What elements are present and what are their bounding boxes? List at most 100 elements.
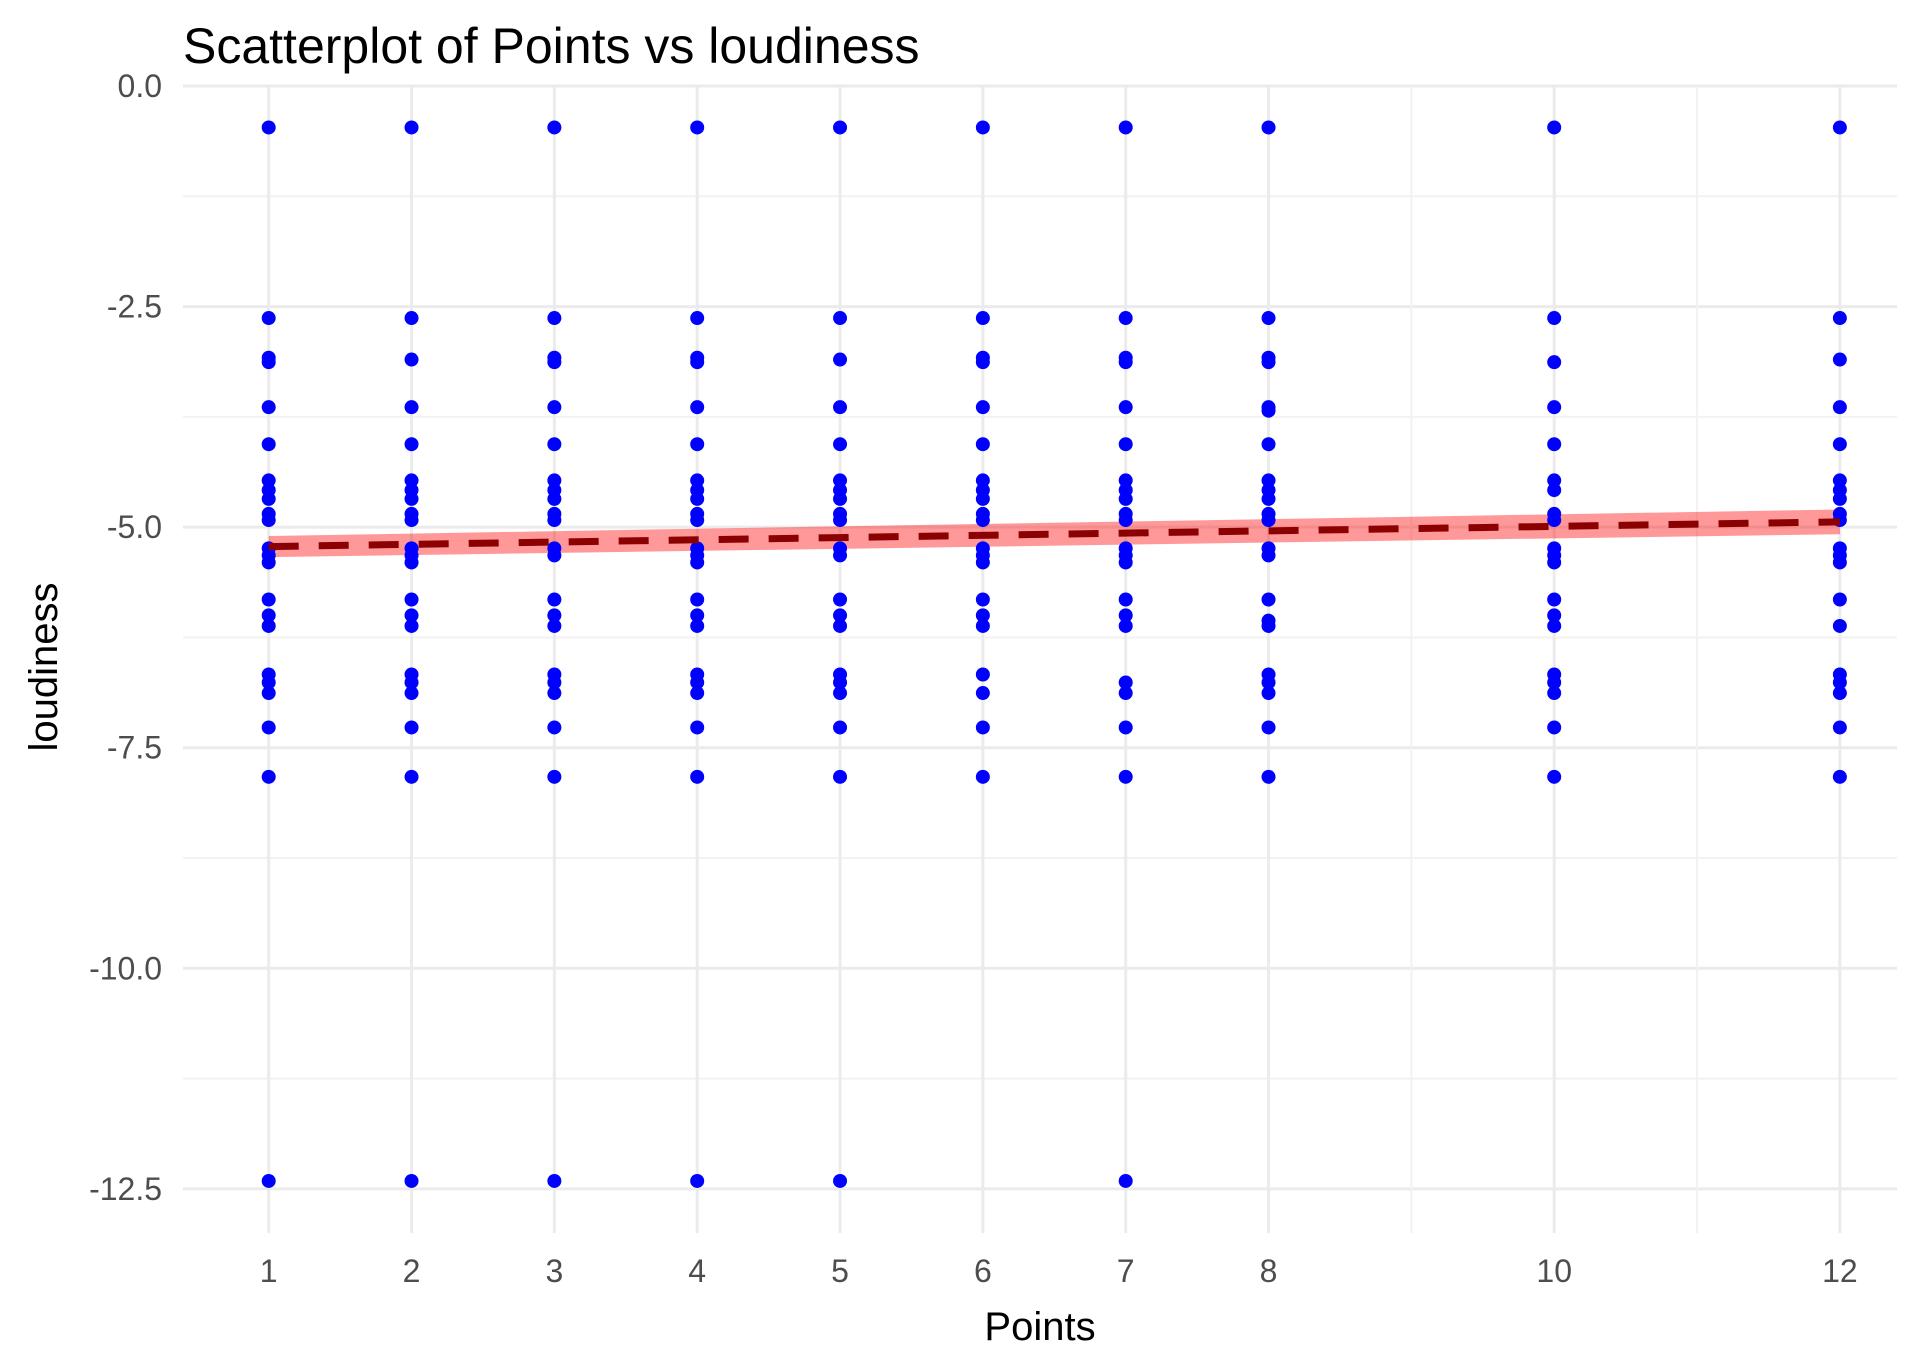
scatter-points (261, 120, 1847, 1188)
data-point (1547, 769, 1562, 784)
data-point (1547, 513, 1562, 528)
data-point (547, 686, 562, 701)
data-point (1547, 618, 1562, 633)
data-point (261, 120, 276, 135)
confidence-band-layer (268, 509, 1840, 558)
data-point (547, 720, 562, 735)
data-point (261, 355, 276, 370)
data-point (833, 720, 848, 735)
data-point (975, 513, 990, 528)
data-point (1261, 548, 1276, 563)
data-point (1832, 491, 1847, 506)
data-point (690, 473, 705, 488)
data-point (1547, 592, 1562, 607)
data-point (690, 513, 705, 528)
data-point (1118, 400, 1133, 415)
data-point (975, 473, 990, 488)
data-point (404, 769, 419, 784)
chart-title: Scatterplot of Points vs loudiness (183, 18, 920, 74)
data-point (690, 311, 705, 326)
data-point (547, 592, 562, 607)
data-point (1261, 513, 1276, 528)
data-point (404, 513, 419, 528)
data-point (833, 400, 848, 415)
data-point (1547, 555, 1562, 570)
x-tick-label: 12 (1822, 1253, 1858, 1289)
data-point (1261, 437, 1276, 452)
data-point (975, 437, 990, 452)
data-point (975, 400, 990, 415)
data-point (690, 592, 705, 607)
data-point (1118, 618, 1133, 633)
data-point (1832, 555, 1847, 570)
data-point (1832, 720, 1847, 735)
data-point (975, 667, 990, 682)
x-axis-title: Points (984, 1305, 1095, 1349)
data-point (547, 1173, 562, 1188)
data-point (1118, 120, 1133, 135)
data-point (1832, 352, 1847, 367)
data-point (1547, 400, 1562, 415)
data-point (975, 355, 990, 370)
data-point (690, 120, 705, 135)
data-point (1261, 120, 1276, 135)
data-point (975, 491, 990, 506)
data-point (1832, 400, 1847, 415)
data-point (547, 437, 562, 452)
data-point (261, 675, 276, 690)
data-point (547, 675, 562, 690)
data-point (404, 555, 419, 570)
data-point (404, 592, 419, 607)
data-point (404, 720, 419, 735)
data-point (1832, 592, 1847, 607)
data-point (261, 473, 276, 488)
data-point (261, 513, 276, 528)
data-point (1118, 686, 1133, 701)
data-point (833, 608, 848, 623)
data-point (1118, 592, 1133, 607)
data-point (975, 618, 990, 633)
data-point (690, 491, 705, 506)
data-point (1118, 769, 1133, 784)
data-point (1118, 355, 1133, 370)
data-point (404, 400, 419, 415)
data-point (261, 618, 276, 633)
data-point (1832, 311, 1847, 326)
data-point (690, 1173, 705, 1188)
y-tick-label: 0.0 (118, 68, 162, 104)
data-point (1261, 355, 1276, 370)
grid-lines (183, 84, 1897, 1233)
data-point (547, 513, 562, 528)
data-point (1547, 720, 1562, 735)
data-point (1547, 120, 1562, 135)
data-point (1832, 686, 1847, 701)
data-point (261, 769, 276, 784)
data-point (1547, 473, 1562, 488)
data-point (690, 720, 705, 735)
data-point (1547, 608, 1562, 623)
x-tick-label: 10 (1536, 1253, 1572, 1289)
data-point (833, 548, 848, 563)
data-point (975, 769, 990, 784)
data-point (833, 675, 848, 690)
data-point (1118, 1173, 1133, 1188)
data-point (547, 355, 562, 370)
data-point (261, 592, 276, 607)
data-point (690, 769, 705, 784)
data-point (833, 120, 848, 135)
data-point (1547, 483, 1562, 498)
data-point (690, 608, 705, 623)
data-point (690, 555, 705, 570)
data-point (1118, 720, 1133, 735)
data-point (1118, 555, 1133, 570)
x-tick-label: 2 (403, 1253, 421, 1289)
data-point (547, 400, 562, 415)
data-point (1118, 513, 1133, 528)
data-point (1118, 437, 1133, 452)
data-point (1547, 437, 1562, 452)
data-point (975, 120, 990, 135)
data-point (1118, 473, 1133, 488)
data-point (261, 686, 276, 701)
data-point (261, 491, 276, 506)
x-tick-label: 7 (1117, 1253, 1135, 1289)
